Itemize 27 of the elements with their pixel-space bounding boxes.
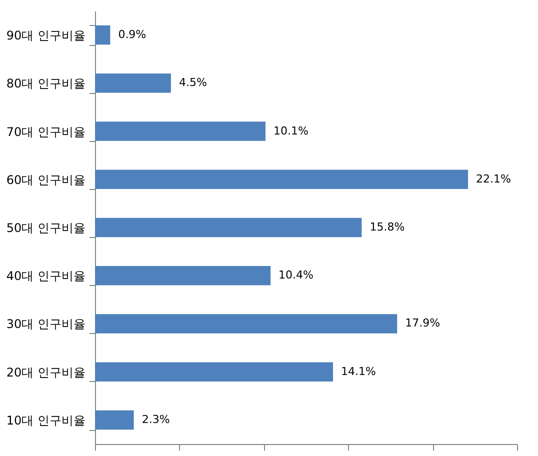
bar — [95, 25, 110, 45]
bar — [95, 170, 468, 190]
bar — [95, 266, 271, 286]
data-label: 2.3% — [142, 412, 170, 426]
data-label: 15.8% — [370, 220, 405, 234]
bar — [95, 218, 362, 238]
data-label: 10.1% — [273, 124, 308, 138]
y-tick-label: 30대 인구비율 — [6, 317, 86, 332]
bar — [95, 122, 266, 141]
data-label: 14.1% — [341, 364, 376, 378]
data-label: 10.4% — [278, 268, 314, 282]
data-label: 0.9% — [118, 28, 146, 42]
y-tick-label: 60대 인구비율 — [6, 172, 86, 187]
data-label: 22.1% — [476, 172, 511, 186]
bar — [95, 410, 134, 430]
y-tick-label: 80대 인구비율 — [6, 76, 86, 91]
y-tick-label: 20대 인구비율 — [6, 365, 86, 380]
bar — [95, 314, 398, 334]
y-tick-label: 50대 인구비율 — [6, 221, 86, 235]
data-label: 17.9% — [405, 316, 440, 330]
y-tick-label: 10대 인구비율 — [6, 413, 86, 428]
data-label: 4.5% — [178, 76, 207, 90]
y-tick-label: 70대 인구비율 — [6, 124, 86, 139]
bar — [95, 74, 171, 93]
bar — [95, 362, 334, 382]
y-tick-label: 90대 인구비율 — [6, 28, 86, 43]
y-tick-label: 40대 인구비율 — [6, 269, 86, 284]
